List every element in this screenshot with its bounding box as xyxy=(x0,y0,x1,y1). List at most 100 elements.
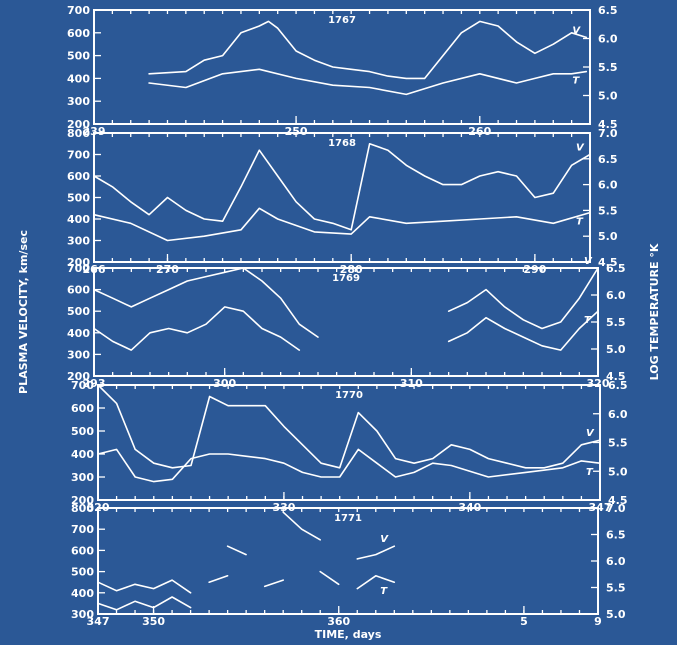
x-tick-label: 5 xyxy=(520,615,528,628)
temp-tick-label: 4.5 xyxy=(598,118,618,131)
series-V-line xyxy=(282,511,321,541)
series-V-line xyxy=(97,384,601,469)
x-tick-label: 250 xyxy=(285,125,308,138)
temp-tick-label: 6.5 xyxy=(608,379,628,392)
y-tick-label: 600 xyxy=(71,402,94,415)
x-tick-label: 9 xyxy=(594,615,602,628)
left-axis-title: PLASMA VELOCITY, km/sec xyxy=(17,230,30,394)
y-tick-label: 500 xyxy=(67,305,90,318)
y-tick-label: 400 xyxy=(67,327,90,340)
y-tick-label: 500 xyxy=(71,425,94,438)
panel-1770: 3203303403472003004005006007004.55.05.56… xyxy=(71,379,628,514)
y-tick-label: 200 xyxy=(67,256,90,269)
panel-number-label: 1767 xyxy=(328,15,356,26)
x-tick-label: 290 xyxy=(523,263,546,276)
temp-tick-label: 6.0 xyxy=(608,408,628,421)
series-V-tag: V xyxy=(380,534,389,545)
panel-number-label: 1770 xyxy=(335,390,363,401)
series-V-tag: V xyxy=(584,256,593,267)
series-V-line xyxy=(447,267,599,330)
temp-tick-label: 6.5 xyxy=(606,529,626,542)
temp-tick-label: 7.0 xyxy=(598,127,618,140)
panel-number-label: 1771 xyxy=(334,513,362,524)
panel-number-label: 1769 xyxy=(332,273,360,284)
x-tick-label: 320 xyxy=(587,377,610,390)
y-tick-label: 200 xyxy=(71,494,94,507)
y-tick-label: 400 xyxy=(67,72,90,85)
y-tick-label: 800 xyxy=(67,127,90,140)
series-T-line xyxy=(356,575,396,590)
right-axis-title: LOG TEMPERATURE °K xyxy=(648,243,661,380)
x-tick-label: 239 xyxy=(83,125,106,138)
y-tick-label: 400 xyxy=(71,448,94,461)
series-V-tag: V xyxy=(572,25,581,36)
series-T-tag: T xyxy=(576,217,584,228)
panel-1769: 293 300 310 3202003004005006007004.55.05.56… xyxy=(67,256,626,390)
temp-tick-label: 6.0 xyxy=(598,179,618,192)
y-tick-label: 500 xyxy=(71,566,94,579)
temp-tick-label: 5.5 xyxy=(608,437,628,450)
y-tick-label: 700 xyxy=(71,523,94,536)
series-T-tag: T xyxy=(572,76,580,87)
temp-tick-label: 5.0 xyxy=(598,90,618,103)
y-tick-label: 400 xyxy=(67,213,90,226)
y-tick-label: 300 xyxy=(71,608,94,621)
x-axis-title: TIME, days xyxy=(315,628,382,641)
x-tick-label: 270 xyxy=(156,263,179,276)
temp-tick-label: 5.5 xyxy=(598,61,618,74)
y-tick-label: 700 xyxy=(67,262,90,275)
series-T-line xyxy=(263,579,284,588)
temp-tick-label: 5.0 xyxy=(608,465,628,478)
temp-tick-label: 4.5 xyxy=(598,256,618,269)
series-T-line xyxy=(93,306,301,351)
y-tick-label: 300 xyxy=(71,471,94,484)
temp-tick-label: 5.0 xyxy=(606,343,626,356)
series-T-line xyxy=(208,575,229,583)
y-tick-label: 600 xyxy=(67,170,90,183)
temp-tick-label: 6.5 xyxy=(598,153,618,166)
temp-tick-label: 7.0 xyxy=(606,502,626,515)
x-tick-label: 350 xyxy=(142,615,165,628)
series-V-line xyxy=(356,545,396,560)
x-tick-label: 360 xyxy=(327,615,350,628)
y-tick-label: 500 xyxy=(67,50,90,63)
temp-tick-label: 4.5 xyxy=(608,494,628,507)
y-tick-label: 500 xyxy=(67,192,90,205)
y-tick-label: 600 xyxy=(67,27,90,40)
series-T-line xyxy=(148,68,588,96)
y-tick-label: 300 xyxy=(67,348,90,361)
temp-tick-label: 4.5 xyxy=(606,370,626,383)
x-tick-label: 260 xyxy=(468,125,491,138)
x-tick-label: 347 xyxy=(87,615,110,628)
panel-number-label: 1768 xyxy=(328,138,356,149)
series-T-line xyxy=(97,596,192,611)
y-tick-label: 700 xyxy=(67,149,90,162)
temp-tick-label: 5.0 xyxy=(598,230,618,243)
y-tick-label: 600 xyxy=(67,284,90,297)
series-T-line xyxy=(93,207,591,242)
temp-tick-label: 5.0 xyxy=(606,608,626,621)
x-tick-label: 300 xyxy=(213,377,236,390)
y-tick-label: 300 xyxy=(67,235,90,248)
temp-tick-label: 5.5 xyxy=(598,204,618,217)
series-V-tag: V xyxy=(586,428,595,439)
y-tick-label: 400 xyxy=(71,587,94,600)
series-V-line xyxy=(97,579,192,594)
series-T-tag: T xyxy=(586,467,594,478)
series-T-tag: T xyxy=(584,315,592,326)
x-tick-label: 280 xyxy=(340,263,363,276)
panel-1771: 347 350 360 5 9 300 400 500 600 700 800 5.0 5.5 6.0 6.… xyxy=(71,502,626,628)
series-T-tag: T xyxy=(380,586,388,597)
y-tick-label: 200 xyxy=(67,370,90,383)
temp-tick-label: 6.5 xyxy=(606,262,626,275)
series-V-line xyxy=(93,267,319,338)
y-tick-label: 600 xyxy=(71,544,94,557)
y-tick-label: 700 xyxy=(71,379,94,392)
x-tick-label: 347 xyxy=(589,501,612,514)
series-V-line xyxy=(148,20,588,80)
panel-frame xyxy=(93,267,599,377)
temp-tick-label: 5.5 xyxy=(606,316,626,329)
temp-tick-label: 6.5 xyxy=(598,4,618,17)
x-tick-label: 310 xyxy=(400,377,423,390)
